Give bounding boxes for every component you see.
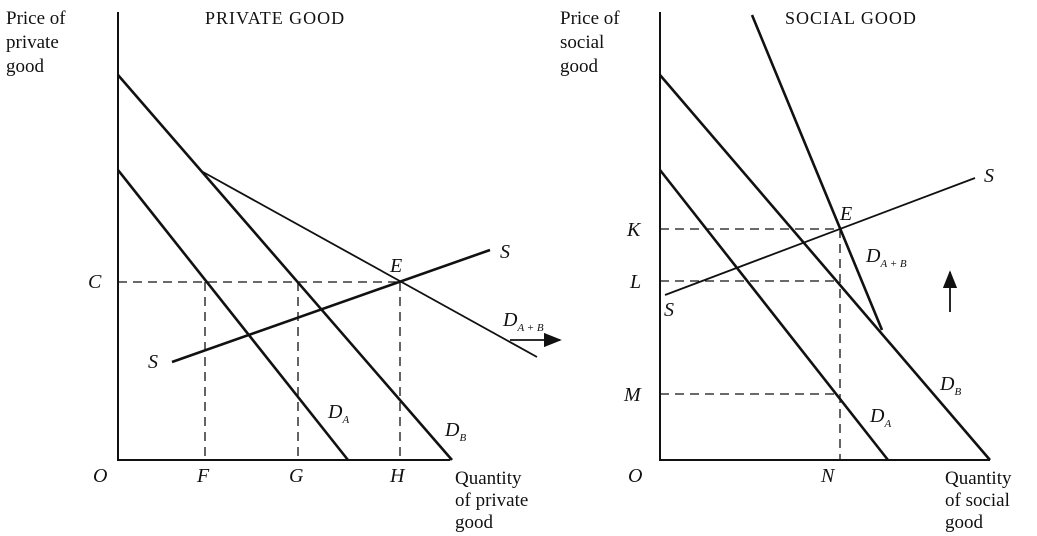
label-main: D — [502, 309, 518, 331]
x-axis-label: Quantity — [945, 468, 1012, 489]
demand-sum-line — [202, 171, 538, 358]
label-main: D — [869, 405, 885, 427]
y-axis-label: Price of — [6, 8, 66, 29]
label-sub: A + B — [516, 322, 543, 334]
private-good-panel: PRIVATE GOOD Price of private good O F G… — [6, 8, 562, 533]
label-sub: A — [883, 418, 891, 430]
point-label: L — [629, 271, 641, 293]
demand-b-label: DB — [939, 373, 961, 398]
x-axis-label: of social — [945, 490, 1010, 511]
label-main: D — [939, 373, 955, 395]
y-axis-label: good — [6, 56, 45, 77]
label-sub: B — [954, 386, 961, 398]
point-label: E — [839, 203, 852, 225]
point-label: E — [389, 255, 402, 277]
origin-label: O — [93, 465, 107, 487]
y-axis-label: private — [6, 32, 59, 53]
axes — [117, 12, 450, 461]
point-label: F — [196, 465, 210, 487]
point-label: H — [389, 465, 406, 487]
guide-lines — [118, 281, 401, 460]
point-label: K — [626, 219, 642, 241]
label-sub: B — [459, 432, 466, 444]
demand-b-line — [659, 74, 991, 461]
x-axis-label: good — [945, 512, 984, 533]
demand-a-line — [658, 169, 890, 461]
label-main: D — [444, 419, 460, 441]
label-sub: A — [341, 414, 349, 426]
x-axis-label: good — [455, 512, 494, 533]
label-main: D — [327, 401, 343, 423]
guide-lines — [660, 228, 841, 460]
demand-sum-label: DA + B — [502, 309, 544, 334]
x-axis-label: Quantity — [455, 468, 522, 489]
demand-a-line — [116, 169, 350, 461]
supply-label: S — [148, 351, 158, 373]
label-sub: A + B — [879, 258, 906, 270]
point-label: N — [820, 465, 836, 487]
origin-label: O — [628, 465, 642, 487]
supply-line — [171, 248, 491, 364]
axes — [659, 12, 990, 461]
demand-sum-line — [750, 14, 884, 331]
label-main: D — [865, 245, 881, 267]
point-label: M — [623, 384, 642, 406]
demand-a-label: DA — [869, 405, 891, 430]
demand-sum-label: DA + B — [865, 245, 907, 270]
panel-title: SOCIAL GOOD — [785, 8, 917, 28]
point-label: C — [88, 271, 102, 293]
panel-title: PRIVATE GOOD — [205, 8, 345, 28]
y-axis-label: good — [560, 56, 599, 77]
y-axis-label: Price of — [560, 8, 620, 29]
supply-line — [664, 177, 976, 296]
supply-label: S — [984, 165, 994, 187]
x-axis-label: of private — [455, 490, 528, 511]
y-axis-label: social — [560, 32, 604, 53]
supply-label: S — [500, 241, 510, 263]
demand-a-label: DA — [327, 401, 349, 426]
demand-b-label: DB — [444, 419, 466, 444]
supply-label: S — [664, 299, 674, 321]
social-good-panel: SOCIAL GOOD Price of social good O N K L… — [560, 8, 1012, 533]
demand-b-line — [117, 74, 453, 461]
point-label: G — [289, 465, 304, 487]
